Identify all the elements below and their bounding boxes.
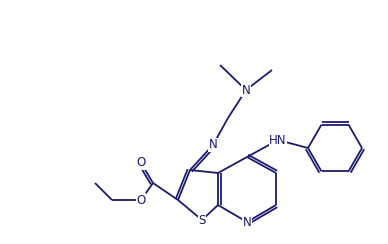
Text: S: S — [198, 214, 206, 226]
Text: O: O — [136, 193, 146, 206]
Text: O: O — [136, 156, 146, 170]
Text: N: N — [242, 215, 251, 228]
Text: HN: HN — [269, 133, 287, 146]
Text: N: N — [209, 139, 217, 152]
Text: N: N — [242, 83, 250, 96]
